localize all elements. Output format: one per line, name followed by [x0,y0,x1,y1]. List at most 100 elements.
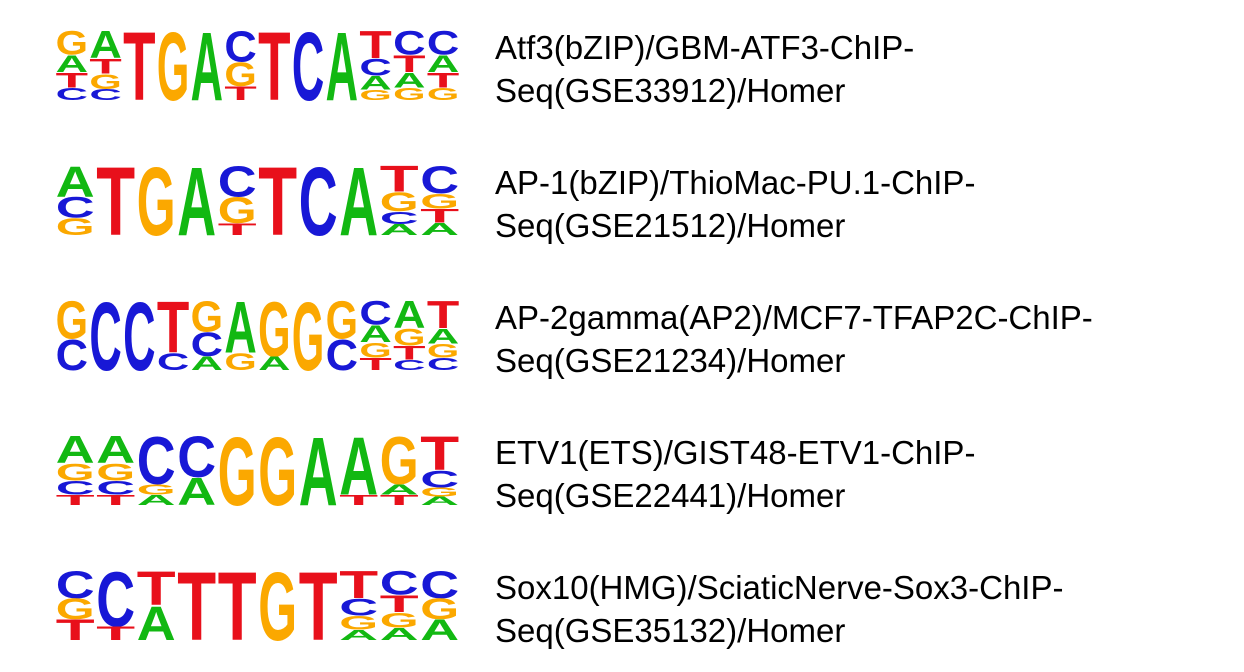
logo-letter-t: T [380,492,419,508]
logo-letter-a: A [177,469,216,513]
logo-letter-a: A [299,417,338,526]
logo-letter-a: A [420,495,459,508]
logo-letter-c: C [380,564,419,603]
motif-label-line-1: Atf3(bZIP)/GBM-ATF3-ChIP- [495,29,915,66]
logo-letter-g: G [137,148,176,256]
logo-letter-c: C [123,283,155,392]
logo-letter-t: T [89,54,122,78]
logo-letter-t: T [258,149,297,257]
logo-letter-t: T [359,23,391,66]
logo-letter-t: T [427,68,460,92]
logo-letter-g: G [258,418,297,526]
logo-letter-t: T [56,614,95,646]
logo-letter-t: T [177,554,216,662]
logo-letter-c: C [380,208,419,227]
motif-label-line-2: Seq(GSE22441)/Homer [495,477,846,514]
logo-letter-g: G [420,485,459,499]
logo-letter-a: A [359,73,391,94]
logo-letter-g: G [420,593,459,626]
logo-letter-c: C [137,423,176,500]
logo-letter-g: G [56,213,95,240]
logo-letter-g: G [380,187,419,217]
logo-letter-g: G [359,87,391,103]
logo-letter-c: C [420,157,459,201]
logo-letter-a: A [380,482,419,498]
logo-letter-g: G [380,422,419,498]
logo-letter-c: C [359,53,391,81]
logo-letter-g: G [393,324,425,351]
logo-letter-c: C [393,25,425,63]
motif-label-line-1: AP-1(bZIP)/ThioMac-PU.1-ChIP- [495,164,976,201]
logo-letter-c: C [359,295,391,333]
motif-row: G C C C T C G C A A G G A G G C C A G T A G T C T A G C AP-2gamma(AP… [0,282,1244,402]
logo-letter-a: A [56,50,88,78]
logo-letter-g: G [420,189,459,213]
logo-letter-g: G [427,340,459,362]
logo-letter-a: A [89,23,121,67]
logo-letter-g: G [292,282,324,391]
logo-letter-t: T [258,12,290,121]
logo-letter-g: G [56,593,95,626]
logo-letter-g: G [380,608,419,632]
motif-label: AP-2gamma(AP2)/MCF7-TFAP2C-ChIP- Seq(GSE2… [495,296,1235,382]
logo-letter-a: A [393,293,425,337]
motif-label-line-2: Seq(GSE21512)/Homer [495,207,846,244]
logo-letter-c: C [420,562,459,606]
logo-letter-a: A [393,69,425,93]
motif-label-line-2: Seq(GSE21234)/Homer [495,342,846,379]
logo-letter-t: T [96,492,135,508]
logo-letter-c: C [427,25,459,63]
logo-letter-g: G [258,553,297,661]
logo-letter-a: A [339,627,378,643]
motif-row: C G T C T T A T T G T T C G A C T G A C G A Sox10(HMG)/Sciatic… [0,552,1244,672]
logo-letter-a: A [258,353,290,374]
logo-letter-t: T [359,354,391,373]
motif-label-line-2: Seq(GSE35132)/Homer [495,612,846,649]
logo-letter-t: T [420,205,459,227]
motif-label-line-1: ETV1(ETS)/GIST48-ETV1-ChIP- [495,434,976,471]
logo-letter-g: G [218,418,257,526]
logo-letter-c: C [56,85,88,105]
logo-letter-c: C [224,23,256,71]
logo-letter-a: A [177,147,216,256]
logo-letter-c: C [177,424,216,489]
logo-letter-g: G [56,459,95,486]
logo-letter-g: G [359,339,391,363]
logo-letter-t: T [339,563,378,607]
logo-letter-t: T [157,286,189,368]
logo-letter-t: T [56,492,95,508]
logo-letter-a: A [224,286,256,368]
logo-letter-g: G [96,459,135,486]
logo-letter-c: C [393,357,425,373]
logo-letter-t: T [96,149,135,257]
logo-letter-g: G [157,12,189,121]
logo-letter-g: G [258,287,290,373]
logo-letter-a: A [380,221,419,238]
logo-letter-g: G [191,293,223,342]
logo-letter-c: C [96,556,135,643]
logo-letter-a: A [339,420,378,512]
logo-letter-c: C [218,158,257,206]
logo-letter-g: G [339,613,378,635]
logo-letter-a: A [137,492,176,508]
logo-letter-t: T [123,12,155,121]
motif-row: A C G T G A C G T T C A T G C A C G T A AP-1(bZIP)/ThioMac-P… [0,147,1244,267]
logo-letter-g: G [427,84,459,104]
logo-letter-c: C [89,87,121,104]
logo-letter-t: T [299,554,338,662]
logo-letter-g: G [56,25,88,63]
logo-letter-a: A [339,147,378,256]
logo-letter-t: T [56,68,89,92]
logo-letter-a: A [420,614,459,646]
logo-letter-g: G [218,190,257,231]
motif-row: G A T C A T G C T G A C G T T C A T C A G C T A G C A T G Atf3(bZIP)/… [0,12,1244,132]
logo-letter-c: C [299,147,338,256]
